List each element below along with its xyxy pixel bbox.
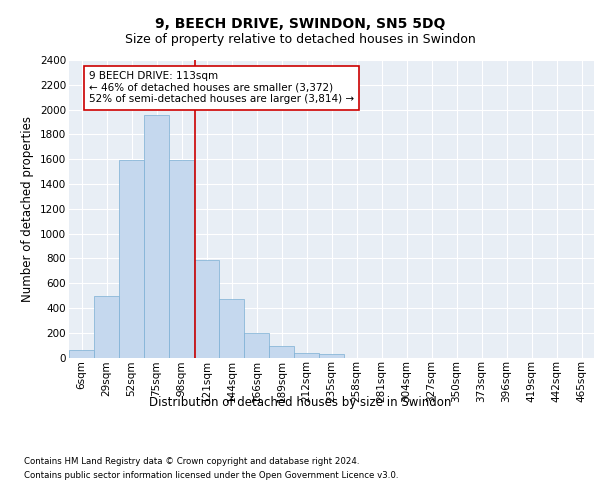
Bar [194,260,219,358]
Bar [69,350,94,358]
Bar [319,354,344,358]
Text: Contains HM Land Registry data © Crown copyright and database right 2024.: Contains HM Land Registry data © Crown c… [24,456,359,466]
Bar [294,353,319,358]
Bar [169,160,194,358]
Y-axis label: Number of detached properties: Number of detached properties [22,116,34,302]
Bar [269,346,294,358]
Text: Contains public sector information licensed under the Open Government Licence v3: Contains public sector information licen… [24,472,398,480]
Text: 9 BEECH DRIVE: 113sqm
← 46% of detached houses are smaller (3,372)
52% of semi-d: 9 BEECH DRIVE: 113sqm ← 46% of detached … [89,71,354,104]
Text: Distribution of detached houses by size in Swindon: Distribution of detached houses by size … [149,396,451,409]
Text: Size of property relative to detached houses in Swindon: Size of property relative to detached ho… [125,32,475,46]
Bar [219,299,244,358]
Bar [244,334,269,357]
Bar [144,114,169,358]
Text: 9, BEECH DRIVE, SWINDON, SN5 5DQ: 9, BEECH DRIVE, SWINDON, SN5 5DQ [155,18,445,32]
Bar [119,160,144,358]
Bar [94,296,119,358]
